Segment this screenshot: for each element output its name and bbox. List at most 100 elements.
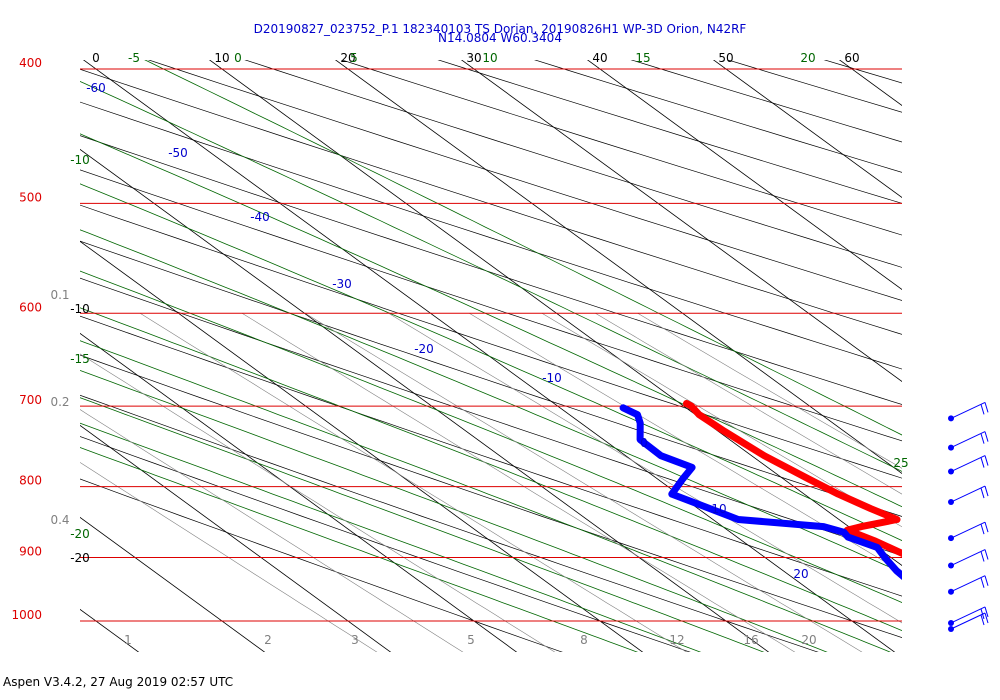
mixing-ratio-side-label: 0.4: [50, 513, 69, 527]
diagonal-isotherm-label: 10: [711, 502, 726, 516]
wind-barb-feather: [984, 612, 989, 624]
pressure-tick-label: 800: [19, 474, 42, 488]
wind-barb-staff: [950, 521, 986, 539]
isotherm-line: [712, 60, 902, 199]
pressure-tick-label: 700: [19, 393, 42, 407]
wind-barb-staff: [950, 549, 986, 566]
dry-adiabat-line: [80, 169, 902, 442]
wind-barb: [948, 521, 989, 542]
wind-barb: [948, 549, 989, 569]
moist-adiabat-line: [80, 397, 765, 652]
mixing-ratio-line: [80, 409, 464, 652]
mixing-ratio-line: [80, 462, 378, 652]
dry-adiabat-line: [80, 354, 902, 638]
temperature-tick-label: 0: [92, 51, 100, 65]
mixing-ratio-label: 3: [351, 633, 359, 647]
moist-adiabat-label: -10: [70, 153, 90, 167]
mixing-ratio-side-label: 0.2: [50, 395, 69, 409]
mixing-ratio-label: 1: [124, 633, 132, 647]
mixing-ratio-side-label: 0.1: [50, 288, 69, 302]
moist-adiabat-line: [80, 270, 902, 604]
wind-barb-staff: [950, 401, 986, 419]
wind-barb-feather: [984, 575, 989, 586]
diagonal-isotherm-label: -40: [250, 210, 270, 224]
isotherm-line: [80, 516, 266, 652]
dry-adiabat-line: [823, 60, 902, 84]
dry-adiabat-line: [80, 277, 902, 557]
moist-adiabat-line: [80, 229, 902, 573]
mixing-ratio-line: [80, 353, 556, 652]
moist-adiabat-label: -5: [128, 51, 140, 65]
isotherm-line: [80, 240, 644, 652]
wind-barb: [948, 455, 989, 475]
dry-adiabat-line: [340, 60, 902, 236]
dry-adiabat-line: [80, 68, 902, 335]
isotherm-line: [80, 332, 518, 652]
isotherm-line: [838, 60, 902, 107]
dry-adiabat-line: [80, 315, 902, 597]
isotherm-line: [208, 60, 902, 567]
mixing-ratio-line: [595, 313, 902, 495]
wind-barb: [948, 431, 989, 451]
mixing-ratio-line: [388, 313, 902, 624]
wind-barb-feather: [980, 457, 985, 468]
wind-barb-staff: [950, 455, 986, 472]
moist-adiabat-line: [80, 422, 702, 652]
moist-adiabat-label: 25: [893, 456, 908, 470]
chart-title-line1: D20190827_023752_P.1 182340103 TS Dorian…: [253, 22, 747, 36]
isotherm-line: [460, 60, 902, 383]
wind-barb-staff: [950, 612, 986, 630]
isotherm-line: [82, 60, 896, 652]
temperature-tick-label: 60: [844, 51, 859, 65]
temperature-tick-label: 20: [340, 51, 355, 65]
dry-adiabat-line: [437, 60, 902, 204]
mixing-ratio-label: 20: [801, 633, 816, 647]
wind-barb-staff: [950, 606, 986, 624]
wind-barb: [948, 485, 989, 506]
mixing-ratio-label: 16: [743, 633, 758, 647]
diagonal-isotherm-label: -10: [542, 371, 562, 385]
temperature-tick-label: 40: [592, 51, 607, 65]
mixing-ratio-line: [139, 313, 687, 652]
wind-barb-feather: [980, 523, 985, 535]
isotherm-line: [334, 60, 902, 475]
wind-barb-feather: [984, 402, 989, 413]
wind-barb-staff: [950, 485, 986, 503]
mixing-ratio-label: 8: [580, 633, 588, 647]
dry-adiabat-line: [80, 394, 819, 652]
moist-adiabat-label: 0: [234, 51, 242, 65]
isotherm-line: [586, 60, 902, 291]
mixing-ratio-label: 2: [264, 633, 272, 647]
moist-adiabat-label: 5: [350, 51, 358, 65]
moist-adiabat-label: 15: [635, 51, 650, 65]
footer-text: Aspen V3.4.2, 27 Aug 2019 02:57 UTC: [3, 675, 234, 689]
wind-barb-feather: [980, 487, 985, 499]
moist-adiabat-label: -20: [70, 527, 90, 541]
moist-adiabat-line: [80, 133, 902, 508]
temperature-tick-label: 30: [466, 51, 481, 65]
wind-barb-feather: [984, 455, 989, 466]
wind-barb-feather: [984, 521, 989, 533]
mixing-ratio-label: 12: [669, 633, 684, 647]
mixing-ratio-line: [305, 313, 863, 652]
dry-adiabat-line: [80, 436, 691, 652]
wind-barb-feather: [984, 431, 989, 442]
dry-adiabat-line: [80, 204, 902, 479]
mixing-ratio-label: 5: [467, 633, 475, 647]
wind-barb-feather: [980, 577, 985, 588]
wind-barb-staff: [950, 575, 986, 593]
wind-barb-staff: [950, 431, 986, 449]
wind-barb-feather: [980, 551, 985, 562]
dry-adiabat-line: [80, 478, 563, 652]
chart-title-line2: N14.0804 W60.3404: [438, 31, 562, 45]
dry-adiabat-line: [534, 60, 902, 173]
moist-adiabat-line: [144, 60, 902, 436]
diagonal-isotherm-label: -20: [414, 342, 434, 356]
temperature-tick-label: 10: [214, 51, 229, 65]
moist-adiabat-label: -15: [70, 352, 90, 366]
moist-adiabat-line: [80, 307, 902, 632]
moist-adiabat-label: 10: [482, 51, 497, 65]
isotherm-side-label: -20: [70, 551, 90, 565]
dry-adiabat-line: [147, 60, 902, 301]
wind-barb: [948, 612, 989, 632]
